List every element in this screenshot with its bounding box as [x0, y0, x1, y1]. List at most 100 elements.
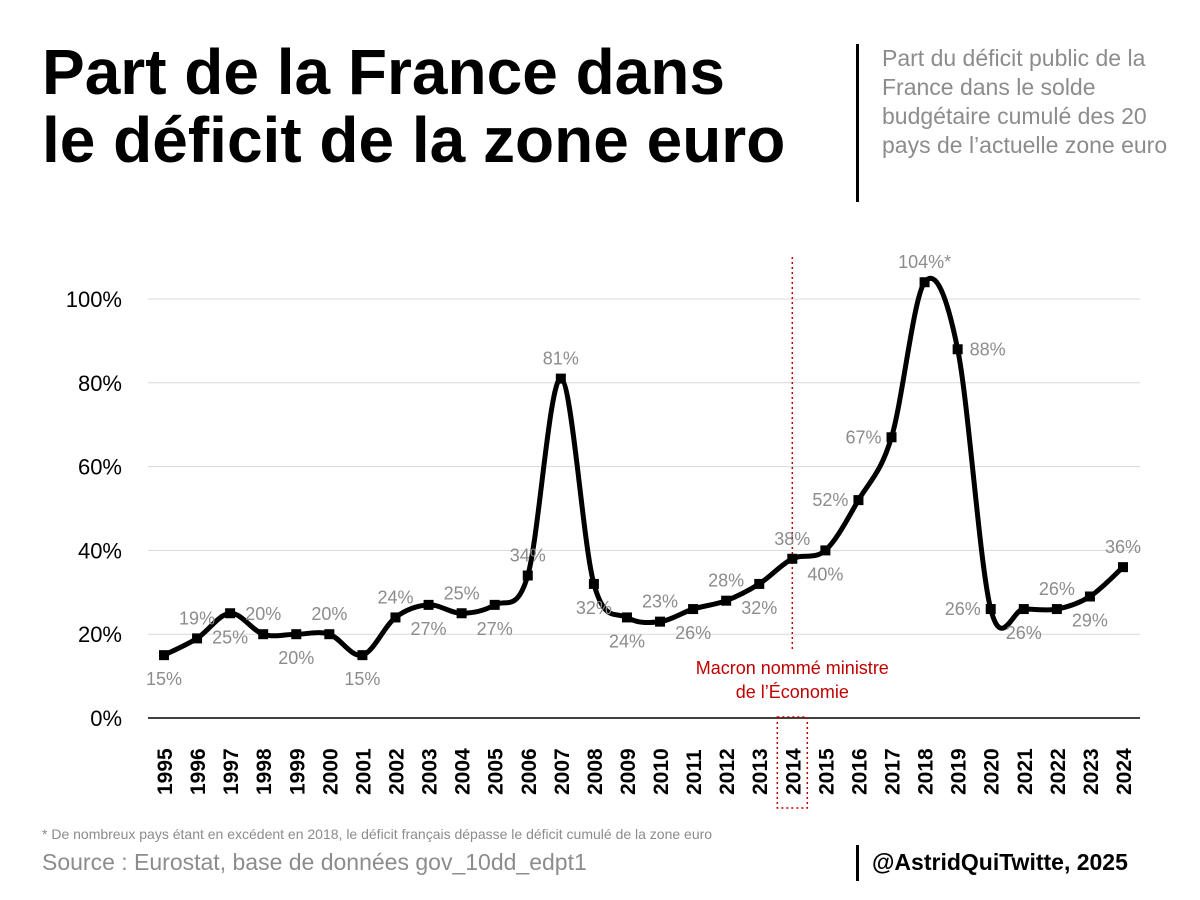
data-label: 40%: [807, 564, 843, 584]
x-tick-label: 2005: [485, 748, 508, 795]
data-label: 29%: [1072, 610, 1108, 630]
data-point-marker: [853, 495, 864, 506]
data-point-marker: [1118, 562, 1128, 573]
x-tick-label: 2008: [584, 748, 607, 795]
x-tick-label: 2001: [352, 748, 375, 795]
data-label: 36%: [1105, 537, 1141, 557]
data-label: 26%: [1039, 579, 1075, 599]
y-tick-label: 80%: [78, 371, 122, 396]
x-tick-label: 2018: [915, 748, 938, 795]
x-tick-label: 1999: [286, 748, 309, 795]
x-tick-label: 2003: [419, 748, 442, 795]
data-label: 67%: [845, 427, 881, 447]
footer-divider: [856, 845, 859, 881]
author-credit: @AstridQuiTwitte, 2025: [872, 849, 1128, 875]
x-tick-label: 2024: [1113, 748, 1136, 795]
x-tick-label: 2020: [981, 748, 1004, 795]
annotation-year-box: [776, 716, 809, 809]
data-label: 81%: [543, 349, 579, 369]
x-tick-label: 1995: [154, 748, 177, 795]
footnote: * De nombreux pays étant en excédent en …: [42, 826, 713, 842]
data-label: 26%: [1006, 623, 1042, 643]
data-point-marker: [192, 633, 203, 644]
y-tick-label: 40%: [78, 538, 122, 563]
data-point-marker: [754, 578, 765, 589]
data-label: 15%: [146, 669, 182, 689]
x-tick-label: 2017: [882, 748, 905, 795]
data-point-marker: [159, 650, 169, 661]
data-label: 24%: [609, 631, 645, 651]
data-label: 28%: [708, 571, 744, 591]
x-tick-label: 2009: [617, 748, 640, 795]
x-tick-label: 2012: [716, 748, 739, 795]
x-tick-label: 1996: [187, 748, 210, 795]
x-tick-label: 2021: [1014, 748, 1037, 795]
data-point-marker: [952, 344, 963, 355]
data-point-marker: [258, 629, 269, 640]
data-label: 38%: [774, 529, 810, 549]
x-tick-label: 2000: [319, 748, 342, 795]
data-point-marker: [985, 604, 996, 615]
data-point-marker: [621, 612, 632, 623]
data-point-marker: [588, 578, 599, 589]
x-tick-label: 2004: [452, 748, 475, 795]
series-line: [162, 275, 1125, 658]
x-tick-label: 1997: [220, 748, 243, 795]
y-tick-label: 100%: [66, 287, 122, 312]
x-tick-label: 2014: [782, 748, 805, 795]
data-label: 19%: [179, 608, 215, 628]
x-tick-label: 2022: [1047, 748, 1070, 795]
data-label: 15%: [344, 669, 380, 689]
data-label: 20%: [245, 604, 281, 624]
x-tick-label: 2006: [518, 748, 541, 795]
annotation-text-line-1: Macron nommé ministre: [696, 658, 889, 678]
data-label: 20%: [311, 604, 347, 624]
data-point-marker: [919, 277, 930, 288]
data-label: 32%: [576, 598, 612, 618]
title-line-1: Part de la France dans: [42, 36, 725, 108]
x-tick-label: 2011: [683, 749, 706, 795]
data-point-marker: [555, 373, 566, 384]
data-point-marker: [688, 604, 699, 615]
x-tick-label: 2002: [385, 748, 408, 795]
x-tick-label: 2010: [650, 748, 673, 795]
data-point-marker: [291, 629, 302, 640]
data-point-marker: [225, 608, 236, 619]
data-point-marker: [423, 599, 434, 610]
data-label: 26%: [945, 599, 981, 619]
data-point-marker: [1018, 604, 1029, 615]
y-tick-label: 60%: [78, 455, 122, 480]
data-label: 34%: [510, 546, 546, 566]
source-note: Source : Eurostat, base de données gov_1…: [42, 849, 587, 875]
data-point-marker: [489, 599, 500, 610]
x-tick-label: 2019: [948, 748, 971, 795]
data-label: 25%: [212, 627, 248, 647]
x-tick-label: 2023: [1080, 748, 1103, 795]
data-label: 20%: [278, 648, 314, 668]
data-label: 25%: [444, 583, 480, 603]
data-point-marker: [1051, 604, 1062, 615]
data-label: 26%: [675, 623, 711, 643]
data-point-marker: [324, 629, 335, 640]
x-tick-label: 2016: [848, 748, 871, 795]
data-point-marker: [456, 608, 467, 619]
data-label: 88%: [970, 339, 1006, 359]
data-point-marker: [522, 570, 533, 581]
data-point-marker: [820, 545, 831, 556]
data-label: 24%: [377, 587, 413, 607]
data-label: 104%*: [898, 252, 951, 272]
data-point-marker: [357, 650, 368, 661]
data-label: 27%: [477, 619, 513, 639]
x-tick-label: 2007: [551, 748, 574, 795]
data-label: 23%: [642, 592, 678, 612]
x-tick-label: 2013: [749, 748, 772, 795]
data-point-marker: [390, 612, 401, 623]
data-point-marker: [787, 553, 798, 564]
annotation-text-line-2: de l’Économie: [736, 682, 849, 702]
page-title: Part de la France dans le déficit de la …: [42, 38, 842, 174]
y-tick-label: 20%: [78, 622, 122, 647]
data-point-marker: [1084, 591, 1095, 602]
data-point-marker: [655, 616, 666, 627]
data-point-marker: [721, 595, 732, 606]
